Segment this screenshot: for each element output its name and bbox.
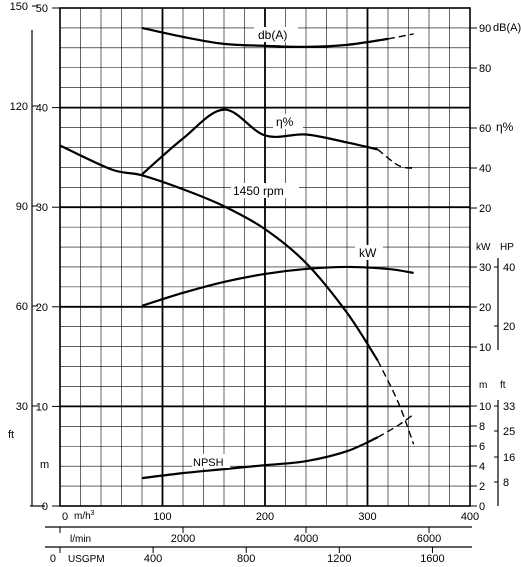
db-tick-label: 80: [479, 63, 491, 75]
eff-curve-label-bg: [273, 114, 303, 129]
eff-curve-label: η%: [276, 115, 294, 129]
flow-usgpm-tick-label: 1200: [327, 553, 351, 565]
npsh-m-tick-label: 6: [479, 441, 485, 453]
head-curve-shutoff: [59, 144, 112, 170]
flow-usgpm-tick-label: 400: [144, 553, 162, 565]
head-m-tick-label: 0: [42, 501, 48, 513]
head-ft-tick-label: 60: [16, 301, 28, 313]
flow-m3h-tick-label: 400: [461, 511, 479, 523]
noise-curve-extension: [387, 33, 414, 40]
npsh-curve: [141, 436, 379, 480]
left-ft-unit-label: ft: [8, 429, 14, 441]
head-m-tick-label: 20: [36, 302, 48, 314]
curves: [59, 26, 415, 480]
flow-usgpm-tick-label: 800: [237, 553, 255, 565]
kw-tick-label: 20: [479, 302, 491, 314]
axes: 0102030405030609012015090806040203020104…: [10, 1, 516, 565]
npsh-curve-label-bg: [192, 454, 230, 468]
eff-tick-label: 20: [479, 203, 491, 215]
head-curve-label-bg: [231, 183, 299, 198]
npsh-m-tick-label: 0: [479, 501, 485, 513]
npsh-ft-axis-label: ft: [500, 380, 506, 391]
hp-tick-label: 20: [503, 321, 515, 333]
kw-tick-label: 30: [479, 262, 491, 274]
db-tick-label: 90: [479, 23, 491, 35]
npsh-curve-extension: [377, 413, 415, 438]
flow-m3h-tick-label: 200: [256, 511, 274, 523]
eff-tick-label: 60: [479, 123, 491, 135]
left-m-unit-label: m: [40, 459, 49, 471]
head-curve-label: 1450 rpm: [233, 184, 284, 198]
efficiency-curve: [141, 108, 378, 176]
db-axis-label: dB(A): [493, 22, 521, 34]
db-curve-label-bg: [254, 27, 298, 42]
npsh-ft-tick-label: 25: [503, 426, 515, 438]
head-m-tick-label: 40: [36, 103, 48, 115]
npsh-m-tick-label: 4: [479, 461, 485, 473]
flow-lmin-tick-label: 2000: [171, 533, 195, 545]
hp-axis-label: HP: [500, 242, 514, 253]
head-ft-tick-label: 30: [16, 401, 28, 413]
kw-curve-label-bg: [355, 245, 383, 260]
eff-tick-label: 40: [479, 163, 491, 175]
flow-lmin-tick-label: 4000: [294, 533, 318, 545]
npsh-m-tick-label: 8: [479, 421, 485, 433]
efficiency-curve-extension: [377, 148, 414, 170]
head-m-tick-label: 10: [36, 401, 48, 413]
power-curve: [141, 265, 414, 307]
kw-axis-label: kW: [476, 242, 491, 253]
npsh-m-axis-label: m: [479, 380, 487, 391]
npsh-ft-tick-label: 16: [503, 452, 515, 464]
kw-tick-label: 10: [479, 342, 491, 354]
flow-m3h-tick-label: 0: [62, 511, 68, 523]
noise-curve: [141, 26, 389, 48]
flow-usgpm-tick-label: 1600: [420, 553, 444, 565]
head-m-tick-label: 30: [36, 202, 48, 214]
npsh-m-tick-label: 2: [479, 481, 485, 493]
flow-lmin-axis-label: l/min: [70, 534, 91, 545]
npsh-m-tick-label: 10: [479, 401, 491, 413]
major-grid: [60, 8, 470, 506]
plot-frame: [59, 7, 471, 507]
flow-m3h-axis-label: m/h3: [74, 510, 95, 522]
head-curve: [59, 144, 379, 362]
flow-m3h-tick-label: 100: [153, 511, 171, 523]
head-m-tick-label: 50: [36, 3, 48, 15]
kw-curve-label: kW: [359, 246, 377, 260]
flow-usgpm-axis-label: USGPM: [68, 554, 105, 565]
flow-m3h-tick-label: 300: [358, 511, 376, 523]
head-curve-extension: [377, 360, 415, 445]
hp-tick-label: 40: [503, 262, 515, 274]
npsh-ft-tick-label: 8: [503, 477, 509, 489]
flow-usgpm-tick-label: 0: [50, 553, 56, 565]
head-ft-tick-label: 90: [16, 201, 28, 213]
npsh-ft-tick-label: 33: [503, 401, 515, 413]
eff-axis-label: η%: [496, 120, 514, 134]
db-curve-label: db(A): [258, 28, 287, 42]
flow-lmin-tick-label: 6000: [417, 533, 441, 545]
npsh-curve-label: NPSH: [193, 457, 224, 469]
head-ft-tick-label: 150: [10, 1, 28, 13]
head-ft-tick-label: 120: [10, 101, 28, 113]
